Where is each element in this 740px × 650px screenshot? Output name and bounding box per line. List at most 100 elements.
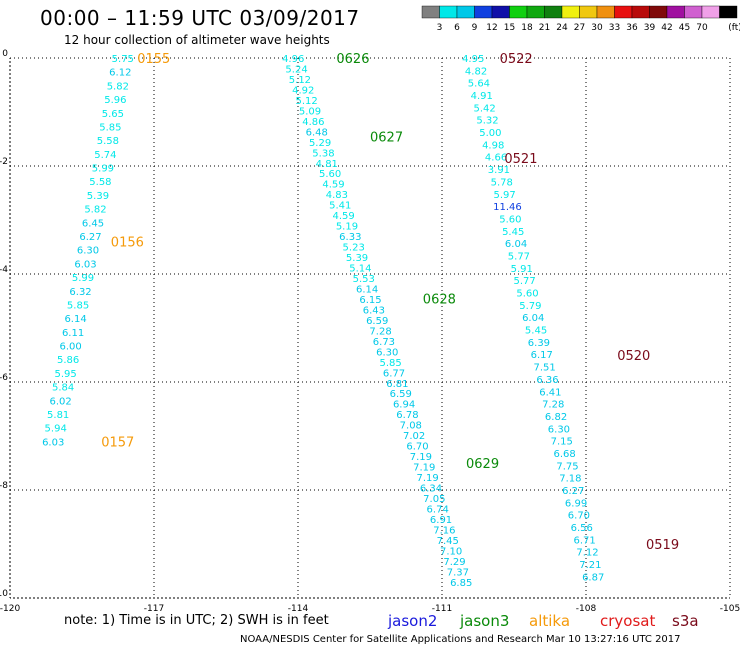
- pass-time-label: 0519: [646, 538, 679, 553]
- legend-altika: altika: [529, 612, 571, 630]
- x-tick-label: -108: [576, 604, 597, 614]
- swh-value-label: 6.27: [79, 232, 101, 243]
- swh-value-label: 5.77: [513, 276, 535, 287]
- pass-time-label: 0520: [617, 349, 650, 364]
- swh-value-label: 5.39: [346, 253, 368, 264]
- swh-value-label: 5.29: [309, 138, 331, 149]
- swh-value-label: 6.33: [339, 232, 361, 243]
- swh-value-label: 6.30: [548, 424, 570, 435]
- swh-value-label: 6.77: [383, 368, 405, 379]
- swh-value-label: 6.14: [356, 284, 378, 295]
- swh-value-label: 6.48: [306, 127, 328, 138]
- swh-value-label: 5.19: [336, 222, 358, 233]
- y-tick-label: -8: [0, 481, 8, 491]
- swh-value-label: 7.29: [443, 557, 465, 568]
- swh-value-label: 6.03: [74, 259, 96, 270]
- y-tick-label: -6: [0, 373, 8, 383]
- swh-value-label: 7.12: [576, 548, 598, 559]
- colorbar-label: 15: [504, 23, 515, 33]
- swh-value-label: 5.60: [499, 214, 521, 225]
- colorbar-swatch: [684, 5, 703, 19]
- colorbar-label: 33: [609, 23, 620, 33]
- colorbar-swatch: [491, 5, 510, 19]
- swh-value-label: 6.15: [359, 295, 381, 306]
- chart-subtitle: 12 hour collection of altimeter wave hei…: [64, 33, 330, 47]
- colorbar-label: 6: [454, 23, 460, 33]
- swh-value-label: 6.04: [522, 313, 544, 324]
- pass-time-label: 0626: [336, 52, 369, 67]
- colorbar-swatch: [701, 5, 720, 19]
- swh-value-label: 6.45: [82, 218, 104, 229]
- pass-time-label: 0155: [137, 52, 170, 67]
- swh-value-label: 6.04: [505, 239, 527, 250]
- swh-value-label: 6.30: [77, 246, 99, 257]
- colorbar-swatch: [544, 5, 563, 19]
- swh-value-label: 7.28: [542, 400, 564, 411]
- colorbar-swatch: [509, 5, 528, 19]
- swh-value-label: 7.37: [447, 567, 469, 578]
- swh-value-label: 6.91: [430, 515, 452, 526]
- swh-value-label: 7.19: [410, 452, 432, 463]
- swh-value-label: 6.99: [565, 498, 587, 509]
- swh-value-label: 5.60: [516, 289, 538, 300]
- colorbar-label: 24: [556, 23, 568, 33]
- swh-value-label: 6.78: [396, 410, 418, 421]
- swh-value-label: 4.82: [465, 66, 487, 77]
- y-tick-label: 0: [2, 49, 8, 59]
- swh-value-label: 6.14: [64, 314, 86, 325]
- swh-value-label: 7.21: [579, 560, 601, 571]
- swh-value-label: 5.58: [97, 136, 119, 147]
- swh-value-label: 6.00: [59, 342, 81, 353]
- swh-value-label: 5.84: [52, 383, 74, 394]
- swh-value-label: 6.03: [42, 437, 64, 448]
- swh-value-label: 7.28: [369, 326, 391, 337]
- swh-value-label: 6.74: [427, 504, 449, 515]
- legend-jason2: jason2: [388, 612, 438, 630]
- swh-value-label: 4.66: [485, 153, 507, 164]
- swh-value-label: 5.99: [92, 164, 114, 175]
- colorbar-swatch: [596, 5, 615, 19]
- swh-value-label: 5.23: [343, 243, 365, 254]
- swh-value-label: 4.81: [316, 159, 338, 170]
- swh-value-label: 5.41: [329, 201, 351, 212]
- pass-time-label: 0521: [504, 152, 537, 167]
- colorbar-swatch: [474, 5, 493, 19]
- colorbar-swatch: [439, 5, 458, 19]
- swh-value-label: 5.12: [296, 96, 318, 107]
- footer-note: note: 1) Time is in UTC; 2) SWH is in fe…: [64, 613, 329, 628]
- swh-value-label: 7.51: [533, 363, 555, 374]
- swh-value-label: 6.30: [376, 347, 398, 358]
- swh-value-label: 5.85: [67, 300, 89, 311]
- y-tick-label: -10: [0, 589, 8, 599]
- colorbar-swatch: [561, 5, 580, 19]
- swh-value-label: 3.91: [488, 165, 510, 176]
- y-tick-label: -2: [0, 157, 8, 167]
- swh-value-label: 4.86: [302, 117, 324, 128]
- swh-value-label: 6.87: [582, 572, 604, 583]
- swh-value-label: 5.97: [493, 190, 515, 201]
- swh-value-label: 6.94: [393, 400, 415, 411]
- x-tick-label: -105: [720, 604, 740, 614]
- swh-value-label: 6.82: [545, 412, 567, 423]
- chart-title: 00:00 – 11:59 UTC 03/09/2017: [40, 6, 360, 30]
- swh-value-label: 6.56: [571, 523, 593, 534]
- x-tick-label: -114: [288, 604, 309, 614]
- swh-value-label: 7.19: [416, 473, 438, 484]
- swh-value-label: 6.41: [539, 387, 561, 398]
- swh-value-label: 5.79: [519, 301, 541, 312]
- swh-value-label: 5.96: [104, 95, 126, 106]
- swh-value-label: 5.42: [473, 103, 495, 114]
- swh-value-label: 4.59: [332, 211, 354, 222]
- x-tick-label: -120: [0, 604, 20, 614]
- pass-time-label: 0629: [466, 457, 499, 472]
- swh-value-label: 6.71: [573, 535, 595, 546]
- legend-jason3: jason3: [460, 612, 510, 630]
- swh-value-label: 5.91: [511, 264, 533, 275]
- swh-value-label: 5.39: [87, 191, 109, 202]
- swh-value-label: 6.34: [420, 484, 442, 495]
- swh-value-label: 4.83: [326, 190, 348, 201]
- y-tick-label: -4: [0, 265, 8, 275]
- swh-value-label: 5.77: [508, 251, 530, 262]
